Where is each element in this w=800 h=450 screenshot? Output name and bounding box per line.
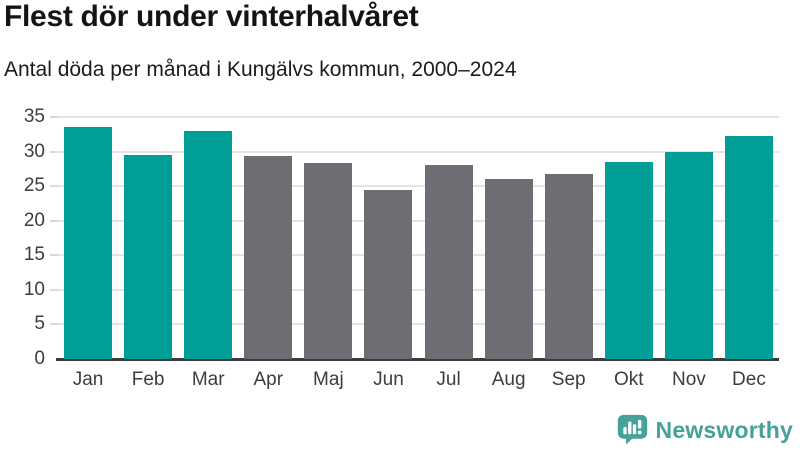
- brand-name: Newsworthy: [655, 416, 793, 443]
- x-tick-label-jan: Jan: [72, 369, 104, 390]
- x-tick-label-sep: Sep: [551, 369, 586, 390]
- gridline-5: [58, 323, 779, 326]
- bar-sep: [544, 173, 593, 359]
- bar-jun: [364, 190, 413, 359]
- gridline-10: [58, 288, 779, 291]
- gridline-35: [58, 116, 779, 118]
- gridline-15: [58, 254, 779, 257]
- bar-dec: [724, 135, 773, 359]
- y-tick-5: [50, 323, 58, 326]
- bar-okt: [604, 161, 653, 359]
- x-axis-line: [56, 358, 779, 361]
- y-tick-35: [50, 116, 58, 118]
- bar-aug: [484, 179, 533, 359]
- bar-jul: [424, 165, 473, 359]
- y-tick-20: [50, 219, 58, 222]
- x-tick-label-jun: Jun: [373, 369, 404, 390]
- y-tick-label-30: 30: [23, 140, 45, 162]
- x-tick-label-maj: Maj: [313, 369, 344, 390]
- gridline-25: [58, 185, 779, 188]
- x-tick-label-okt: Okt: [614, 369, 644, 390]
- y-tick-label-20: 20: [23, 209, 45, 231]
- x-tick-label-aug: Aug: [491, 369, 526, 390]
- bar-apr: [244, 156, 293, 359]
- y-tick-30: [50, 150, 58, 153]
- brand-logo: Newsworthy: [616, 413, 793, 447]
- bar-feb: [124, 155, 173, 359]
- x-tick-label-feb: Feb: [131, 369, 165, 390]
- x-tick-label-nov: Nov: [671, 369, 706, 390]
- x-tick-label-dec: Dec: [732, 369, 766, 390]
- gridline-20: [58, 219, 779, 222]
- bar-maj: [304, 163, 353, 359]
- bar-nov: [664, 151, 713, 359]
- bar-jan: [64, 127, 113, 359]
- y-tick-10: [50, 288, 58, 291]
- bar-mar: [184, 130, 233, 359]
- y-tick-label-25: 25: [23, 175, 45, 197]
- x-tick-label-jul: Jul: [436, 369, 461, 390]
- gridline-30: [58, 150, 779, 153]
- y-tick-label-35: 35: [23, 106, 45, 127]
- y-tick-label-10: 10: [23, 278, 45, 300]
- x-tick-label-mar: Mar: [191, 369, 225, 390]
- chart-title: Flest dör under vinterhalvåret: [4, 0, 419, 33]
- y-tick-15: [50, 254, 58, 257]
- y-tick-label-15: 15: [23, 244, 45, 266]
- x-tick-label-apr: Apr: [253, 369, 284, 390]
- chart-subtitle: Antal döda per månad i Kungälvs kommun, …: [4, 58, 517, 81]
- y-tick-label-5: 5: [34, 313, 45, 335]
- y-tick-label-0: 0: [34, 348, 45, 369]
- bar-chart-speech-bubble-icon: [616, 413, 649, 447]
- y-tick-25: [50, 185, 58, 188]
